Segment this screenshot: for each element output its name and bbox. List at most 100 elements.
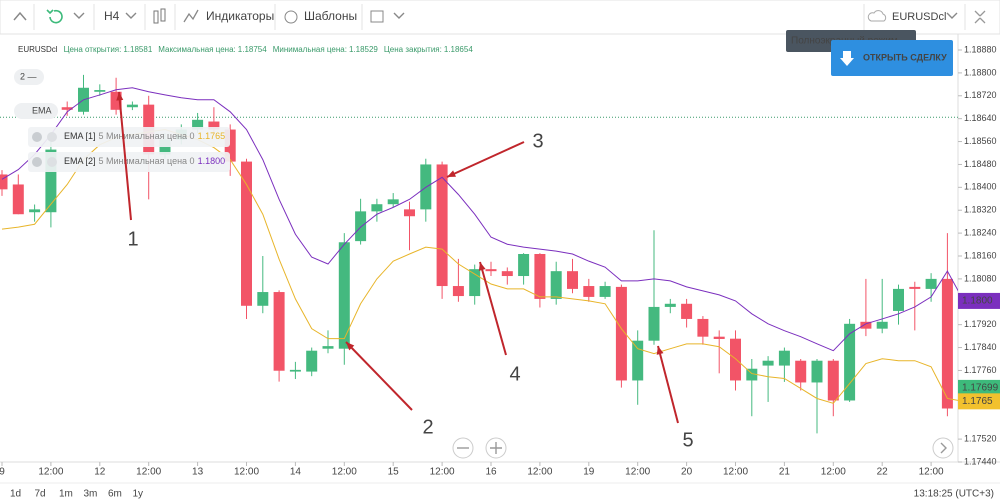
annotation-arrowhead (656, 346, 664, 355)
info-low: 1.18529 (349, 45, 378, 54)
y-tick-label: 1.18160 (964, 250, 997, 260)
period-button[interactable]: 3m (84, 489, 98, 500)
x-tick-label: 12:00 (136, 467, 161, 478)
indicator-value: 1.1765 (198, 131, 226, 141)
price-tag-label: 1.17699 (962, 383, 999, 394)
ema-line (1, 87, 958, 352)
ema-group-label[interactable]: EMA (32, 105, 52, 115)
x-tick-label: 12:00 (234, 467, 259, 478)
period-button[interactable]: 1y (133, 489, 144, 500)
cloud-icon (867, 10, 887, 22)
fullscreen-icon[interactable] (974, 10, 986, 24)
x-tick-label: 16 (485, 467, 497, 478)
x-tick-label: 20 (681, 467, 693, 478)
candle-body (664, 303, 676, 307)
candle-body (746, 368, 758, 381)
x-tick-label: 13 (192, 467, 204, 478)
y-tick-label: 1.17440 (964, 456, 997, 466)
remove-icon[interactable] (32, 157, 42, 167)
indicators-button[interactable]: Индикаторы (206, 9, 274, 23)
candle-body (469, 269, 481, 297)
trade-button[interactable] (831, 40, 953, 76)
y-tick-label: 1.18640 (964, 113, 997, 123)
annotation-arrow (118, 91, 132, 221)
trade-button-label[interactable]: ОТКРЫТЬ СДЕЛКУ (863, 52, 947, 62)
candle-body (12, 184, 24, 215)
candle-body (632, 340, 644, 381)
y-tick-label: 1.17920 (964, 319, 997, 329)
candle-body (893, 288, 904, 311)
candle-body (730, 338, 741, 381)
indicator-row (28, 152, 230, 172)
price-tag (958, 393, 1000, 410)
candle-body (224, 129, 236, 162)
x-tick-label: 12:00 (723, 467, 748, 478)
y-tick-label: 1.17760 (964, 365, 997, 375)
collapse-icon[interactable] (13, 11, 27, 21)
annotation-label: 5 (682, 429, 693, 451)
symbol[interactable]: EURUSDcl (892, 11, 946, 23)
price-tag (958, 292, 1000, 309)
info-open: 1.18581 (123, 45, 152, 54)
candle-body (257, 292, 269, 306)
candle-body (778, 350, 790, 366)
price-tag-label: 1.1800 (962, 296, 993, 307)
period-button[interactable]: 7d (35, 489, 46, 500)
candle-body (501, 271, 513, 277)
templates-button[interactable]: Шаблоны (304, 9, 357, 23)
candle-body (811, 360, 823, 383)
y-tick-label: 1.18240 (964, 227, 997, 237)
info-low_label: Минимальная цена: (273, 45, 347, 54)
y-tick-label: 1.18080 (964, 273, 997, 283)
period-button[interactable]: 1d (10, 489, 21, 500)
indicator-params: 5 Минимальная цена 0 (99, 131, 195, 141)
calendar-icon[interactable] (370, 10, 384, 23)
period-button[interactable]: 1m (59, 489, 73, 500)
candle-body (208, 121, 220, 130)
x-tick-label: 19 (583, 467, 595, 478)
candle-body (29, 209, 41, 213)
dropdown-icon[interactable] (73, 12, 85, 19)
scroll-right-icon[interactable] (940, 442, 947, 454)
settings-icon[interactable] (47, 157, 57, 167)
candle-body (567, 271, 578, 289)
scroll-right-button[interactable] (932, 437, 954, 459)
annotation-arrow (657, 345, 679, 424)
indicator-name: EMA [1] (64, 131, 96, 141)
annotation-label: 4 (509, 363, 520, 385)
settings-icon[interactable] (47, 132, 57, 142)
period-button[interactable]: 6m (108, 489, 122, 500)
x-tick-label: 12 (94, 467, 106, 478)
candle-body (713, 336, 725, 339)
dropdown-icon[interactable] (393, 12, 405, 19)
annotation-arrow (479, 261, 507, 356)
annotation-label: 1 (127, 228, 138, 250)
dropdown-icon[interactable] (946, 12, 958, 19)
candle-body (615, 286, 627, 381)
templates-icon[interactable] (284, 10, 298, 24)
indicators-icon[interactable] (183, 9, 199, 23)
candle-body (436, 164, 448, 287)
x-tick-label: 15 (388, 467, 400, 478)
candle-body (583, 286, 595, 297)
trade-icon[interactable] (840, 51, 854, 66)
candles-icon[interactable] (160, 8, 166, 22)
x-tick-label: 12:00 (430, 467, 455, 478)
indicator-count (14, 69, 44, 85)
indicator-count-label[interactable]: 2 — (20, 71, 37, 81)
timeframe[interactable]: H4 (104, 9, 120, 23)
y-tick-label: 1.18400 (964, 182, 997, 192)
candle-body (941, 278, 953, 409)
zoom-in-icon[interactable] (490, 442, 502, 454)
candle-body (795, 360, 807, 383)
indicator-label: EMA [1] 5 Минимальная цена 0 1.1765 (64, 131, 225, 141)
candle-body (61, 107, 73, 110)
candle-body (599, 286, 611, 297)
remove-icon[interactable] (32, 132, 42, 142)
x-tick-label: 12:00 (919, 467, 944, 478)
refresh-icon[interactable] (46, 9, 63, 24)
candle-body (371, 204, 383, 212)
candles-icon[interactable] (153, 10, 159, 24)
dropdown-icon[interactable] (125, 12, 137, 19)
x-tick-label: 21 (779, 467, 791, 478)
